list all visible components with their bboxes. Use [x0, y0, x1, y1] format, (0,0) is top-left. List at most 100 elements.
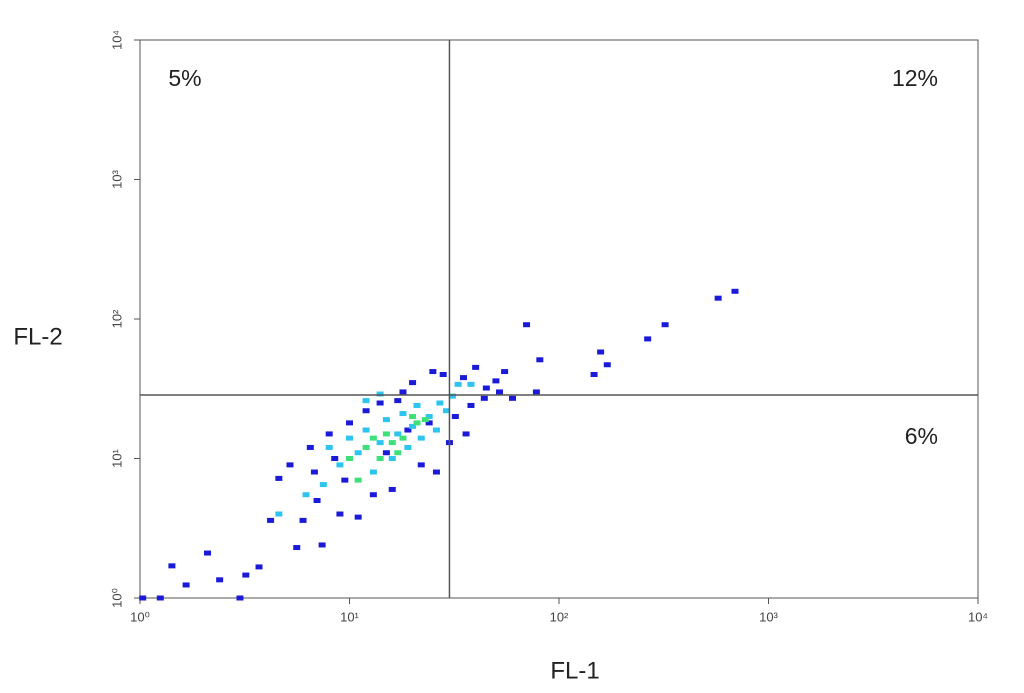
event-point [404, 444, 412, 450]
event-point [299, 517, 307, 523]
event-point [354, 514, 362, 520]
event-point [442, 408, 450, 414]
event-point [168, 563, 176, 569]
event-point [354, 450, 362, 456]
event-point [492, 378, 500, 384]
event-point [369, 435, 377, 441]
event-point [394, 398, 402, 404]
x-tick-label: 10³ [759, 609, 778, 624]
event-point [267, 517, 275, 523]
event-point [451, 414, 459, 420]
event-point [394, 450, 402, 456]
plot-frame [139, 39, 979, 599]
event-point [417, 435, 425, 441]
event-point [714, 295, 722, 301]
event-point [382, 417, 390, 423]
event-point [354, 477, 362, 483]
event-point [382, 450, 390, 456]
event-point [731, 288, 739, 294]
quadrant-percent: 6% [905, 423, 938, 449]
event-point [204, 550, 212, 556]
event-point [597, 349, 605, 355]
event-point [362, 398, 370, 404]
event-point [472, 364, 480, 370]
event-point [590, 372, 598, 378]
event-point [376, 400, 384, 406]
event-point [432, 469, 440, 475]
event-point [376, 391, 384, 397]
event-point [293, 545, 301, 551]
event-point [399, 435, 407, 441]
event-point [346, 435, 353, 441]
event-point [341, 477, 349, 483]
event-point [325, 431, 333, 437]
event-point [409, 380, 417, 386]
event-point [302, 492, 310, 498]
event-point [275, 475, 283, 481]
event-point [454, 381, 462, 387]
event-point [310, 469, 318, 475]
event-point [509, 395, 517, 401]
event-point [255, 564, 263, 570]
event-point [242, 572, 250, 578]
event-point [436, 400, 444, 406]
event-point [275, 511, 283, 517]
y-tick-label: 10³ [109, 169, 124, 188]
event-point [432, 427, 440, 433]
event-point [139, 595, 147, 601]
event-point [388, 486, 396, 492]
event-point [376, 456, 384, 461]
event-point [467, 402, 475, 408]
event-point [409, 423, 417, 429]
event-point [346, 456, 353, 461]
event-point [362, 408, 370, 414]
event-point [467, 381, 475, 387]
event-point [404, 427, 412, 433]
event-point [448, 393, 456, 399]
x-tick-label: 10¹ [340, 609, 359, 624]
event-point [156, 595, 164, 601]
event-point [603, 362, 611, 368]
event-point [439, 372, 447, 378]
event-point [216, 577, 224, 583]
event-point [421, 417, 429, 423]
event-point [429, 369, 437, 375]
event-point [425, 420, 433, 426]
quadrant-percent: 5% [168, 65, 201, 91]
event-point [480, 395, 488, 401]
event-point [362, 427, 370, 433]
event-point [325, 444, 333, 450]
event-point [394, 431, 402, 437]
x-tick-label: 10⁰ [130, 609, 150, 624]
event-point [336, 511, 344, 517]
quadrant-percent: 12% [892, 65, 938, 91]
event-point [459, 375, 467, 381]
event-point [644, 336, 652, 342]
event-point [236, 595, 244, 601]
event-point [336, 462, 344, 468]
event-point [409, 414, 417, 420]
event-point [318, 542, 326, 548]
event-point [286, 462, 294, 468]
y-tick-label: 10² [109, 309, 124, 328]
event-point [399, 411, 407, 417]
event-point [388, 456, 396, 461]
event-point [417, 462, 425, 468]
event-point [462, 431, 470, 437]
event-point [388, 440, 396, 446]
event-point [369, 492, 377, 498]
event-point [425, 414, 433, 420]
event-point [362, 444, 370, 450]
event-point [496, 389, 504, 395]
event-point [536, 357, 544, 363]
y-tick-label: 10¹ [109, 448, 124, 467]
event-point [319, 482, 327, 488]
y-tick-label: 10⁴ [109, 30, 124, 50]
event-point [346, 420, 353, 426]
event-point [532, 389, 540, 395]
event-point [382, 431, 390, 437]
x-tick-label: 10⁴ [968, 609, 988, 624]
event-point [331, 456, 339, 461]
x-axis-title: FL-1 [550, 657, 599, 684]
